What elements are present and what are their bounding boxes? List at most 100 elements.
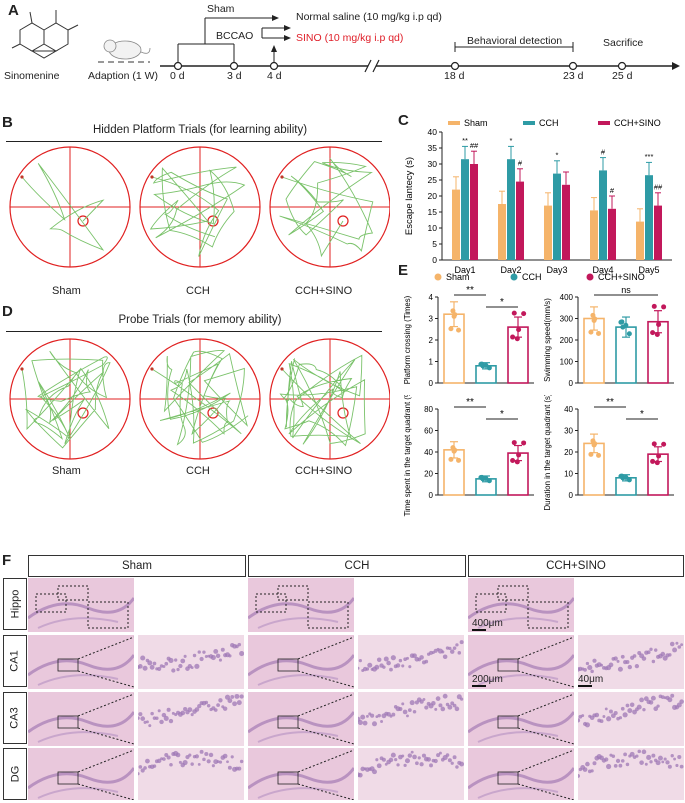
data-point — [619, 473, 625, 479]
nucleus — [159, 664, 164, 668]
data-point — [623, 322, 629, 328]
nucleus — [412, 710, 417, 714]
nucleus — [426, 757, 431, 762]
cell-layer — [37, 787, 119, 799]
sacrifice-label: Sacrifice — [603, 37, 644, 49]
nucleus — [169, 762, 173, 767]
data-point — [596, 452, 602, 458]
nucleus — [452, 755, 457, 760]
nucleus — [643, 696, 649, 702]
bar-CCH+SINO-Day2 — [516, 181, 524, 260]
nucleus — [642, 707, 646, 712]
nucleus — [164, 661, 169, 666]
nucleus — [632, 654, 637, 658]
histology-tile — [358, 748, 464, 800]
nucleus — [581, 714, 585, 718]
panel-b-group-cch: CCH — [186, 285, 210, 297]
y-tick-label: 15 — [428, 207, 438, 217]
nucleus — [161, 712, 167, 718]
data-point — [514, 459, 520, 465]
nucleus — [424, 705, 429, 710]
y-tick-label: 3 — [429, 315, 434, 324]
nucleus — [651, 659, 656, 664]
nucleus — [162, 757, 166, 761]
data-point — [479, 474, 485, 480]
nucleus — [680, 643, 684, 647]
data-point — [661, 304, 667, 310]
nucleus — [613, 764, 618, 768]
nucleus — [460, 697, 464, 701]
tissue-texture — [248, 636, 354, 688]
histology-tile — [578, 748, 684, 800]
bar-CCH-Day4 — [599, 170, 607, 260]
y-tick-label: 0 — [569, 379, 574, 388]
y-tick-label: 0 — [569, 491, 574, 500]
nucleus — [220, 647, 225, 652]
nucleus — [590, 769, 594, 773]
nucleus — [679, 699, 684, 704]
histology-header-sham: Sham — [28, 555, 246, 577]
legend-label-2: CCH+SINO — [614, 118, 661, 128]
nucleus — [404, 758, 410, 764]
nucleus — [675, 763, 679, 768]
data-point — [623, 474, 629, 480]
bar-Sham-Day2 — [498, 204, 506, 260]
nucleus — [435, 696, 441, 701]
nucleus — [143, 720, 147, 724]
bccao-label: BCCAO — [216, 30, 254, 42]
histology-tile — [358, 635, 464, 689]
nucleus — [459, 640, 464, 645]
nucleus — [394, 758, 398, 762]
nucleus — [183, 706, 188, 712]
bar-CCH+SINO-Day5 — [654, 205, 662, 260]
histology-tile — [468, 692, 574, 746]
nucleus — [594, 712, 600, 718]
nucleus — [578, 718, 581, 723]
zoom-line — [517, 693, 574, 717]
nucleus — [218, 658, 222, 662]
zoom-box — [527, 601, 569, 629]
nucleus — [663, 757, 667, 761]
sig-label: * — [500, 409, 504, 420]
panel-label-f: F — [2, 552, 12, 569]
sig-cch-Day2: * — [510, 136, 513, 145]
swim-track — [279, 158, 374, 258]
histology-tile — [248, 578, 354, 632]
nucleus — [182, 759, 188, 766]
nucleus — [376, 657, 382, 663]
sig-label: * — [500, 297, 504, 308]
data-point — [456, 327, 462, 333]
zoom-line — [297, 636, 354, 660]
sig-sino-Day2: # — [518, 159, 523, 168]
nucleus — [194, 754, 199, 759]
nucleus — [227, 765, 232, 770]
start-marker — [20, 367, 24, 371]
bar-CCH-Day5 — [645, 175, 653, 260]
cell-layer — [257, 674, 339, 686]
nucleus — [608, 662, 614, 668]
nucleus — [152, 764, 157, 768]
nucleus — [157, 709, 161, 713]
legend-swatch-1 — [523, 121, 535, 125]
nucleus — [620, 706, 625, 711]
nucleus — [656, 704, 660, 708]
nucleus — [606, 763, 612, 770]
y-tick-label: 20 — [564, 448, 573, 457]
nucleus — [660, 651, 666, 657]
nucleus — [362, 720, 368, 726]
y-tick-label: 400 — [560, 293, 574, 302]
e-legend-dot-1 — [510, 273, 518, 281]
probe-trials-title: Probe Trials (for memory ability) — [118, 314, 282, 326]
nucleus — [222, 753, 228, 759]
zoom-line — [297, 727, 354, 745]
nucleus — [145, 720, 149, 724]
data-point — [456, 457, 462, 463]
nucleus — [152, 661, 157, 666]
nucleus — [178, 663, 183, 669]
nucleus — [374, 664, 380, 670]
tissue-texture — [28, 585, 134, 629]
histology-tile — [138, 635, 244, 689]
nucleus — [360, 714, 366, 720]
zoom-line — [297, 783, 354, 800]
nucleus — [149, 664, 155, 670]
